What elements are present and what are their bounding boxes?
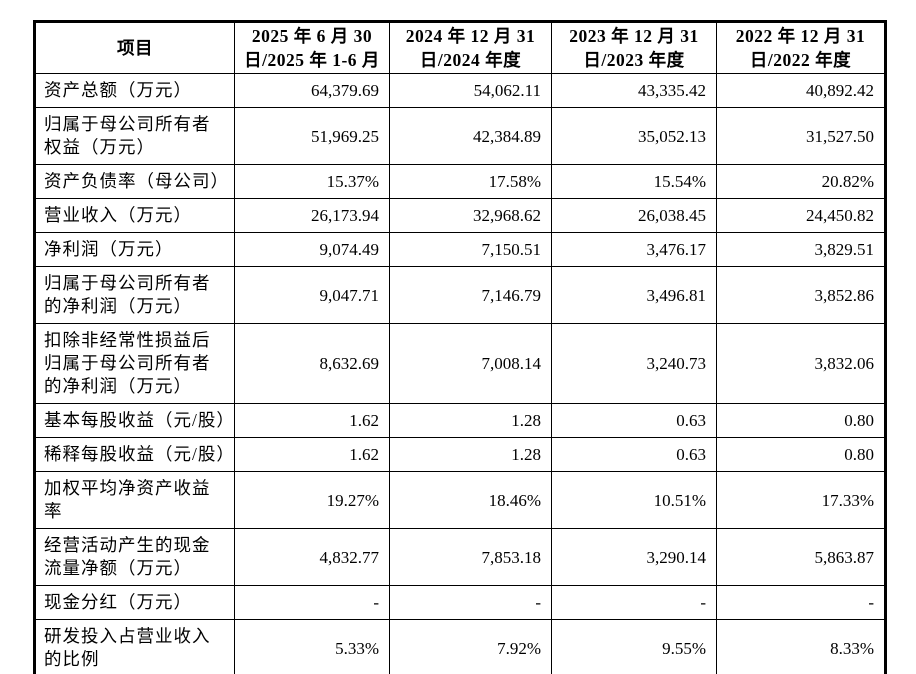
cell-value: 54,062.11 bbox=[389, 73, 552, 108]
cell-value: 5.33% bbox=[234, 619, 390, 674]
row-label: 现金分红（万元） bbox=[34, 585, 235, 620]
cell-value: 15.54% bbox=[551, 164, 717, 199]
cell-value: 1.62 bbox=[234, 437, 390, 472]
cell-value: 18.46% bbox=[389, 471, 552, 529]
cell-value: 3,290.14 bbox=[551, 528, 717, 586]
row-label: 净利润（万元） bbox=[34, 232, 235, 267]
table-row: 净利润（万元） 9,074.49 7,150.51 3,476.17 3,829.51 bbox=[34, 232, 886, 267]
table-row: 资产负债率（母公司） 15.37% 17.58% 15.54% 20.82% bbox=[34, 164, 886, 199]
cell-value: 35,052.13 bbox=[551, 107, 717, 165]
row-label: 稀释每股收益（元/股） bbox=[34, 437, 235, 472]
financial-summary-table: 项目 2025 年 6 月 30 日/2025 年 1-6 月 2024 年 12 … bbox=[33, 20, 887, 674]
cell-value: 3,832.06 bbox=[716, 323, 886, 404]
cell-value: 10.51% bbox=[551, 471, 717, 529]
column-header-period: 2025 年 6 月 30 日/2025 年 1-6 月 bbox=[234, 21, 390, 74]
cell-value: 0.63 bbox=[551, 437, 717, 472]
cell-value: - bbox=[716, 585, 886, 620]
cell-value: 9.55% bbox=[551, 619, 717, 674]
cell-value: 3,476.17 bbox=[551, 232, 717, 267]
cell-value: 26,173.94 bbox=[234, 198, 390, 233]
row-label: 基本每股收益（元/股） bbox=[34, 403, 235, 438]
table-row: 加权平均净资产收益 率 19.27% 18.46% 10.51% 17.33% bbox=[34, 471, 886, 529]
table-row: 扣除非经常性损益后 归属于母公司所有者 的净利润（万元） 8,632.69 7,00… bbox=[34, 323, 886, 404]
cell-value: 7,008.14 bbox=[389, 323, 552, 404]
row-label: 归属于母公司所有者 权益（万元） bbox=[34, 107, 235, 165]
table-row: 归属于母公司所有者 权益（万元） 51,969.25 42,384.89 35,052… bbox=[34, 107, 886, 165]
cell-value: 5,863.87 bbox=[716, 528, 886, 586]
cell-value: 7,150.51 bbox=[389, 232, 552, 267]
row-label: 经营活动产生的现金 流量净额（万元） bbox=[34, 528, 235, 586]
cell-value: 9,047.71 bbox=[234, 266, 390, 324]
cell-value: 51,969.25 bbox=[234, 107, 390, 165]
cell-value: 32,968.62 bbox=[389, 198, 552, 233]
cell-value: 1.28 bbox=[389, 403, 552, 438]
cell-value: 26,038.45 bbox=[551, 198, 717, 233]
cell-value: 7,146.79 bbox=[389, 266, 552, 324]
column-header-period: 2024 年 12 月 31 日/2024 年度 bbox=[389, 21, 552, 74]
row-label: 加权平均净资产收益 率 bbox=[34, 471, 235, 529]
column-header-period: 2022 年 12 月 31 日/2022 年度 bbox=[716, 21, 886, 74]
table-row: 稀释每股收益（元/股） 1.62 1.28 0.63 0.80 bbox=[34, 437, 886, 472]
cell-value: 3,240.73 bbox=[551, 323, 717, 404]
cell-value: 20.82% bbox=[716, 164, 886, 199]
cell-value: 24,450.82 bbox=[716, 198, 886, 233]
cell-value: 0.63 bbox=[551, 403, 717, 438]
cell-value: 3,829.51 bbox=[716, 232, 886, 267]
cell-value: 7.92% bbox=[389, 619, 552, 674]
cell-value: 1.28 bbox=[389, 437, 552, 472]
cell-value: 1.62 bbox=[234, 403, 390, 438]
cell-value: 17.58% bbox=[389, 164, 552, 199]
column-header-item: 项目 bbox=[34, 21, 235, 74]
cell-value: 4,832.77 bbox=[234, 528, 390, 586]
cell-value: 31,527.50 bbox=[716, 107, 886, 165]
table-row: 研发投入占营业收入 的比例 5.33% 7.92% 9.55% 8.33% bbox=[34, 619, 886, 674]
row-label: 营业收入（万元） bbox=[34, 198, 235, 233]
row-label: 资产总额（万元） bbox=[34, 73, 235, 108]
cell-value: 42,384.89 bbox=[389, 107, 552, 165]
table-header-row: 项目 2025 年 6 月 30 日/2025 年 1-6 月 2024 年 12 … bbox=[34, 21, 886, 74]
table-row: 基本每股收益（元/股） 1.62 1.28 0.63 0.80 bbox=[34, 403, 886, 438]
cell-value: 8,632.69 bbox=[234, 323, 390, 404]
cell-value: 0.80 bbox=[716, 403, 886, 438]
row-label: 归属于母公司所有者 的净利润（万元） bbox=[34, 266, 235, 324]
cell-value: - bbox=[234, 585, 390, 620]
column-header-period: 2023 年 12 月 31 日/2023 年度 bbox=[551, 21, 717, 74]
table-row: 现金分红（万元） - - - - bbox=[34, 585, 886, 620]
cell-value: 0.80 bbox=[716, 437, 886, 472]
cell-value: 9,074.49 bbox=[234, 232, 390, 267]
row-label: 研发投入占营业收入 的比例 bbox=[34, 619, 235, 674]
row-label: 扣除非经常性损益后 归属于母公司所有者 的净利润（万元） bbox=[34, 323, 235, 404]
cell-value: - bbox=[389, 585, 552, 620]
cell-value: - bbox=[551, 585, 717, 620]
cell-value: 3,852.86 bbox=[716, 266, 886, 324]
row-label: 资产负债率（母公司） bbox=[34, 164, 235, 199]
table-row: 归属于母公司所有者 的净利润（万元） 9,047.71 7,146.79 3,496.… bbox=[34, 266, 886, 324]
cell-value: 43,335.42 bbox=[551, 73, 717, 108]
cell-value: 7,853.18 bbox=[389, 528, 552, 586]
cell-value: 64,379.69 bbox=[234, 73, 390, 108]
table-row: 经营活动产生的现金 流量净额（万元） 4,832.77 7,853.18 3,290.… bbox=[34, 528, 886, 586]
cell-value: 8.33% bbox=[716, 619, 886, 674]
cell-value: 19.27% bbox=[234, 471, 390, 529]
cell-value: 17.33% bbox=[716, 471, 886, 529]
cell-value: 15.37% bbox=[234, 164, 390, 199]
cell-value: 40,892.42 bbox=[716, 73, 886, 108]
table-row: 营业收入（万元） 26,173.94 32,968.62 26,038.45 24,45… bbox=[34, 198, 886, 233]
cell-value: 3,496.81 bbox=[551, 266, 717, 324]
table-row: 资产总额（万元） 64,379.69 54,062.11 43,335.42 40,89… bbox=[34, 73, 886, 108]
